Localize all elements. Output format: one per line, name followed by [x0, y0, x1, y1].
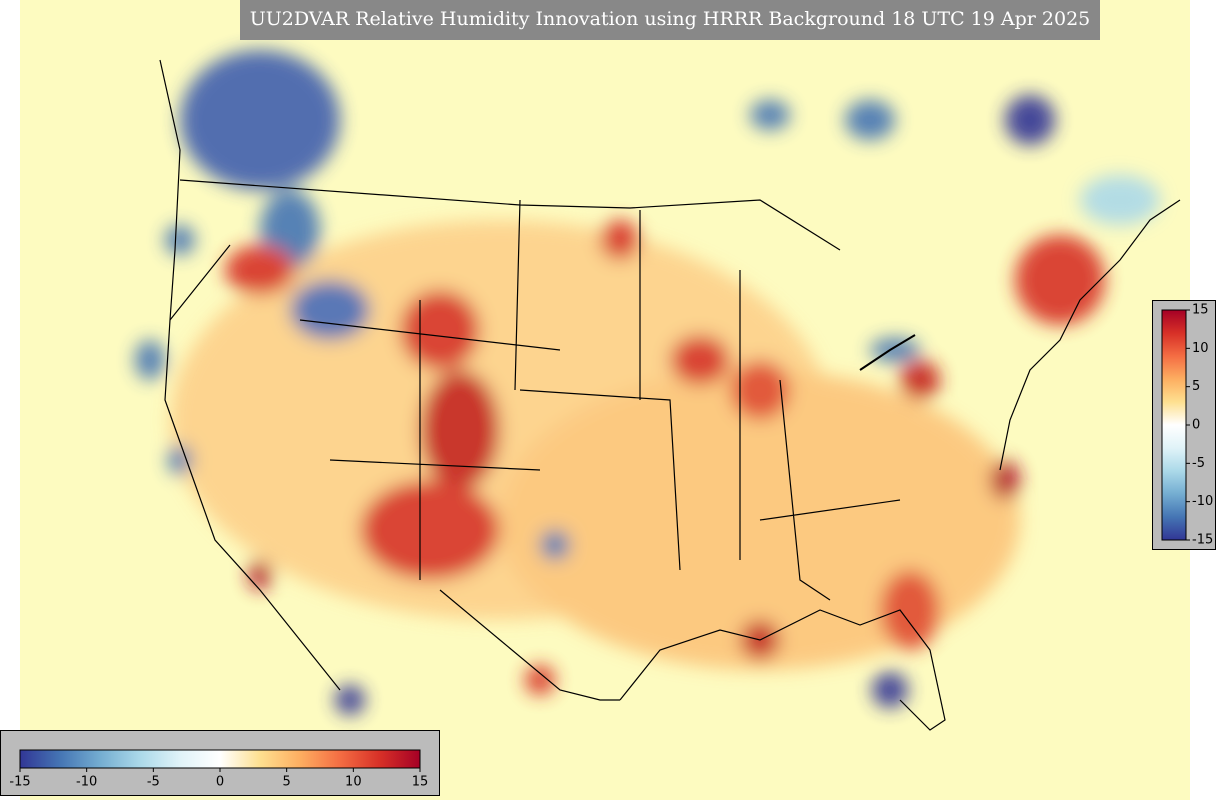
tick-label: -10 — [76, 775, 97, 790]
tick-label: -5 — [1192, 456, 1205, 471]
vertical-colorbar — [1161, 309, 1187, 541]
tick-label: 10 — [345, 775, 362, 790]
title-box — [240, 0, 1100, 40]
map-field — [20, 0, 1190, 800]
tick-label: -5 — [147, 775, 160, 790]
horizontal-colorbar — [19, 749, 421, 769]
tick-label: 0 — [216, 775, 224, 790]
tick-label: 0 — [1192, 418, 1200, 433]
tick-label: 5 — [283, 775, 291, 790]
tick-label: 15 — [412, 775, 429, 790]
tick-label: -10 — [1192, 494, 1213, 509]
map-title: UU2DVAR Relative Humidity Innovation usi… — [250, 8, 1091, 30]
tick-label: -15 — [1192, 533, 1213, 548]
tick-label: -15 — [9, 775, 30, 790]
tick-label: 10 — [1192, 341, 1209, 356]
tick-label: 5 — [1192, 379, 1200, 394]
tick-label: 15 — [1192, 303, 1209, 318]
